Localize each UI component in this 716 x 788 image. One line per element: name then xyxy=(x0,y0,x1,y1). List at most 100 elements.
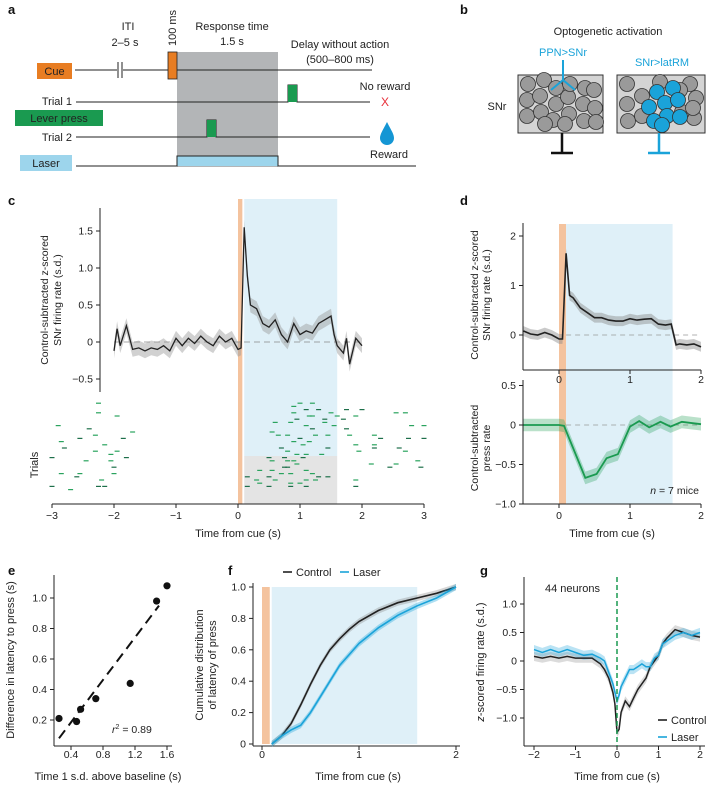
lever-press-box xyxy=(15,110,103,126)
f-x-tick-label: 1 xyxy=(356,749,362,761)
c-y-tick-label: 0 xyxy=(87,337,93,349)
e-data-point xyxy=(73,717,81,726)
snr-neurons-right xyxy=(619,74,704,133)
panel-label-b: b xyxy=(460,2,468,17)
g-legend-laser: Laser xyxy=(671,732,699,744)
e-y-tick-label: 0.2 xyxy=(32,715,47,727)
e-x-tick-label: 1.2 xyxy=(128,749,143,761)
g-y-tick-label: −1.0 xyxy=(496,713,517,725)
cue-pulse xyxy=(167,51,178,80)
iti-break xyxy=(117,63,123,77)
g-x-tick-label: −1 xyxy=(570,749,582,761)
panel-label-a: a xyxy=(8,2,16,17)
e-data-point xyxy=(77,705,85,713)
ppn-snr-label: PPN>SNr xyxy=(539,47,587,59)
g-sem-band-control xyxy=(534,625,700,737)
laser-timeline xyxy=(76,155,416,167)
d-firing-rate-trace xyxy=(523,253,702,348)
delay-range: (500–800 ms) xyxy=(306,54,374,66)
panel-label-e: e xyxy=(8,563,15,578)
snr-neuron xyxy=(532,88,548,104)
snr-latrm-label: SNr>latRM xyxy=(635,57,689,69)
d-bottom-y-label: press rate xyxy=(481,424,493,471)
snr-neuron xyxy=(548,96,564,112)
snr-neuron xyxy=(619,76,635,92)
c-x-tick-label: −1 xyxy=(170,510,182,522)
e-y-tick-label: 1.0 xyxy=(32,593,47,605)
panel-label-f: f xyxy=(228,563,233,578)
laser-window xyxy=(566,224,673,504)
d-bottom-x-tick-label: 1 xyxy=(627,510,633,522)
n-mice-annotation: n = 7 mice xyxy=(650,485,699,497)
activated-neuron xyxy=(657,95,673,111)
d-top-x-tick-label: 1 xyxy=(627,374,633,386)
snr-neuron xyxy=(587,100,603,116)
f-x-tick-label: 0 xyxy=(259,749,265,761)
d-top-y-tick-label: 2 xyxy=(510,231,516,243)
cue-window xyxy=(559,224,567,504)
c-y-label: SNr firing rate (s.d.) xyxy=(52,254,64,346)
laser-box xyxy=(20,155,72,171)
cue-window xyxy=(238,199,243,504)
g-sem-band-laser xyxy=(534,627,700,706)
e-data-point xyxy=(55,714,63,723)
g-x-tick-label: 1 xyxy=(656,749,662,761)
trial1-press xyxy=(288,85,297,102)
trial2-press xyxy=(207,120,216,137)
z-symbol: z xyxy=(475,716,487,723)
c-x-tick-label: −3 xyxy=(46,510,58,522)
snr-neuron xyxy=(586,82,602,98)
g-y-tick-label: 0.5 xyxy=(502,627,517,639)
g-x-tick-label: 2 xyxy=(697,749,703,761)
response-title: Response time xyxy=(195,21,268,33)
c-x-tick-label: −2 xyxy=(108,510,120,522)
d-bottom-x-tick-label: 2 xyxy=(698,510,704,522)
f-y-tick-label: 0.8 xyxy=(231,613,246,625)
d-press-rate-trace xyxy=(523,420,702,480)
water-drop-icon xyxy=(380,122,394,145)
activated-neuron xyxy=(654,117,670,133)
f-legend-laser: Laser xyxy=(353,567,381,579)
e-y-tick-label: 0.6 xyxy=(32,654,47,666)
e-r-squared: r2 = 0.89 xyxy=(112,724,152,736)
c-y-tick-label: 1.5 xyxy=(78,226,93,238)
laser-window xyxy=(271,587,418,744)
g-x-label: Time from cue (s) xyxy=(574,771,660,783)
charts: −0.5 0 0.5 1.0 1.5 Control-subtracted z-score… xyxy=(5,199,706,783)
activated-neuron xyxy=(649,84,665,100)
task-schematic: Cue ITI 2–5 s 100 ms Response time 1.5 s… xyxy=(15,9,416,171)
d-top-y-tick-label: 1 xyxy=(510,280,516,292)
cue-label: Cue xyxy=(44,66,64,78)
g-trace-laser xyxy=(533,631,701,704)
d-bottom-x-tick-label: 0 xyxy=(556,510,562,522)
e-data-point xyxy=(153,597,161,605)
snr-neuron xyxy=(537,116,553,132)
f-sem-band-control xyxy=(271,583,456,748)
c-y-tick-label: 0.5 xyxy=(78,300,93,312)
g-x-tick-label: −2 xyxy=(528,749,540,761)
g-y-tick-label: 1.0 xyxy=(502,599,517,611)
c-raster-y-label: Trials xyxy=(29,451,41,478)
e-x-label: Time 1 s.d. above baseline (s) xyxy=(35,771,182,783)
snr-neuron xyxy=(520,76,536,92)
snr-neuron xyxy=(685,100,701,116)
e-x-tick-label: 0.8 xyxy=(96,749,111,761)
e-y-tick-label: 0.4 xyxy=(32,684,47,696)
snr-neuron xyxy=(619,96,635,112)
e-x-tick-label: 1.6 xyxy=(160,749,175,761)
activated-neuron xyxy=(670,92,686,108)
f-cdf-control xyxy=(271,586,457,745)
f-legend-control: Control xyxy=(296,567,331,579)
snr-neuron xyxy=(557,116,573,132)
f-x-label: Time from cue (s) xyxy=(315,771,401,783)
d-bottom-y-tick-label: −1.0 xyxy=(495,499,516,511)
e-x-tick-label: 0.4 xyxy=(64,749,79,761)
cue-box xyxy=(37,63,72,79)
c-y-tick-label: −0.5 xyxy=(72,374,93,386)
c-x-label: Time from cue (s) xyxy=(195,528,281,540)
d-top-y-label: SNr firing rate (s.d.) xyxy=(481,249,493,341)
snr-neurons-left xyxy=(519,72,604,132)
g-y-tick-label: 0 xyxy=(511,656,517,668)
c-x-tick-label: 3 xyxy=(421,510,427,522)
